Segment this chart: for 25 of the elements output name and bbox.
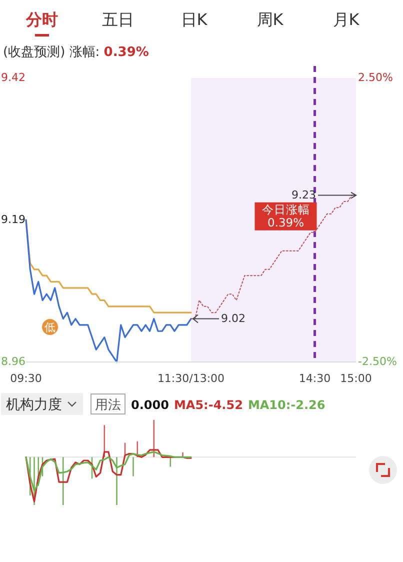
x-tick-label: 15:00 <box>340 372 372 385</box>
y-tick-label: 9.19 <box>1 213 26 226</box>
annotation: 9.23 <box>292 188 316 202</box>
x-tick-label: 11:30/13:00 <box>157 372 225 385</box>
annotation: 低 <box>44 321 56 334</box>
text: 周K <box>256 10 284 29</box>
text: MA5:-4.52 <box>174 398 243 412</box>
text: MA10:-2.26 <box>248 398 326 412</box>
line-series <box>25 219 192 363</box>
x-tick-label: 14:30 <box>298 372 331 385</box>
y-tick-label: 9.42 <box>1 71 26 84</box>
annotation: 9.02 <box>221 312 246 325</box>
text: 分时 <box>25 10 58 29</box>
text: 月K <box>332 10 360 29</box>
x-tick-label: 09:30 <box>10 372 42 385</box>
text: 五日 <box>102 10 134 29</box>
chart-title: (收盘预测) 涨幅: 0.39% <box>3 45 149 60</box>
text: 用法 <box>95 398 121 413</box>
text: 日K <box>180 10 208 29</box>
text: 0.000 <box>131 398 169 412</box>
y2-tick-label: -2.50% <box>358 355 397 368</box>
y-tick-label: 8.96 <box>1 355 26 368</box>
annotation: 今日涨幅 0.39% <box>262 202 310 230</box>
chart-title: 机构力度 <box>6 397 62 413</box>
y2-tick-label: 2.50% <box>358 71 393 84</box>
